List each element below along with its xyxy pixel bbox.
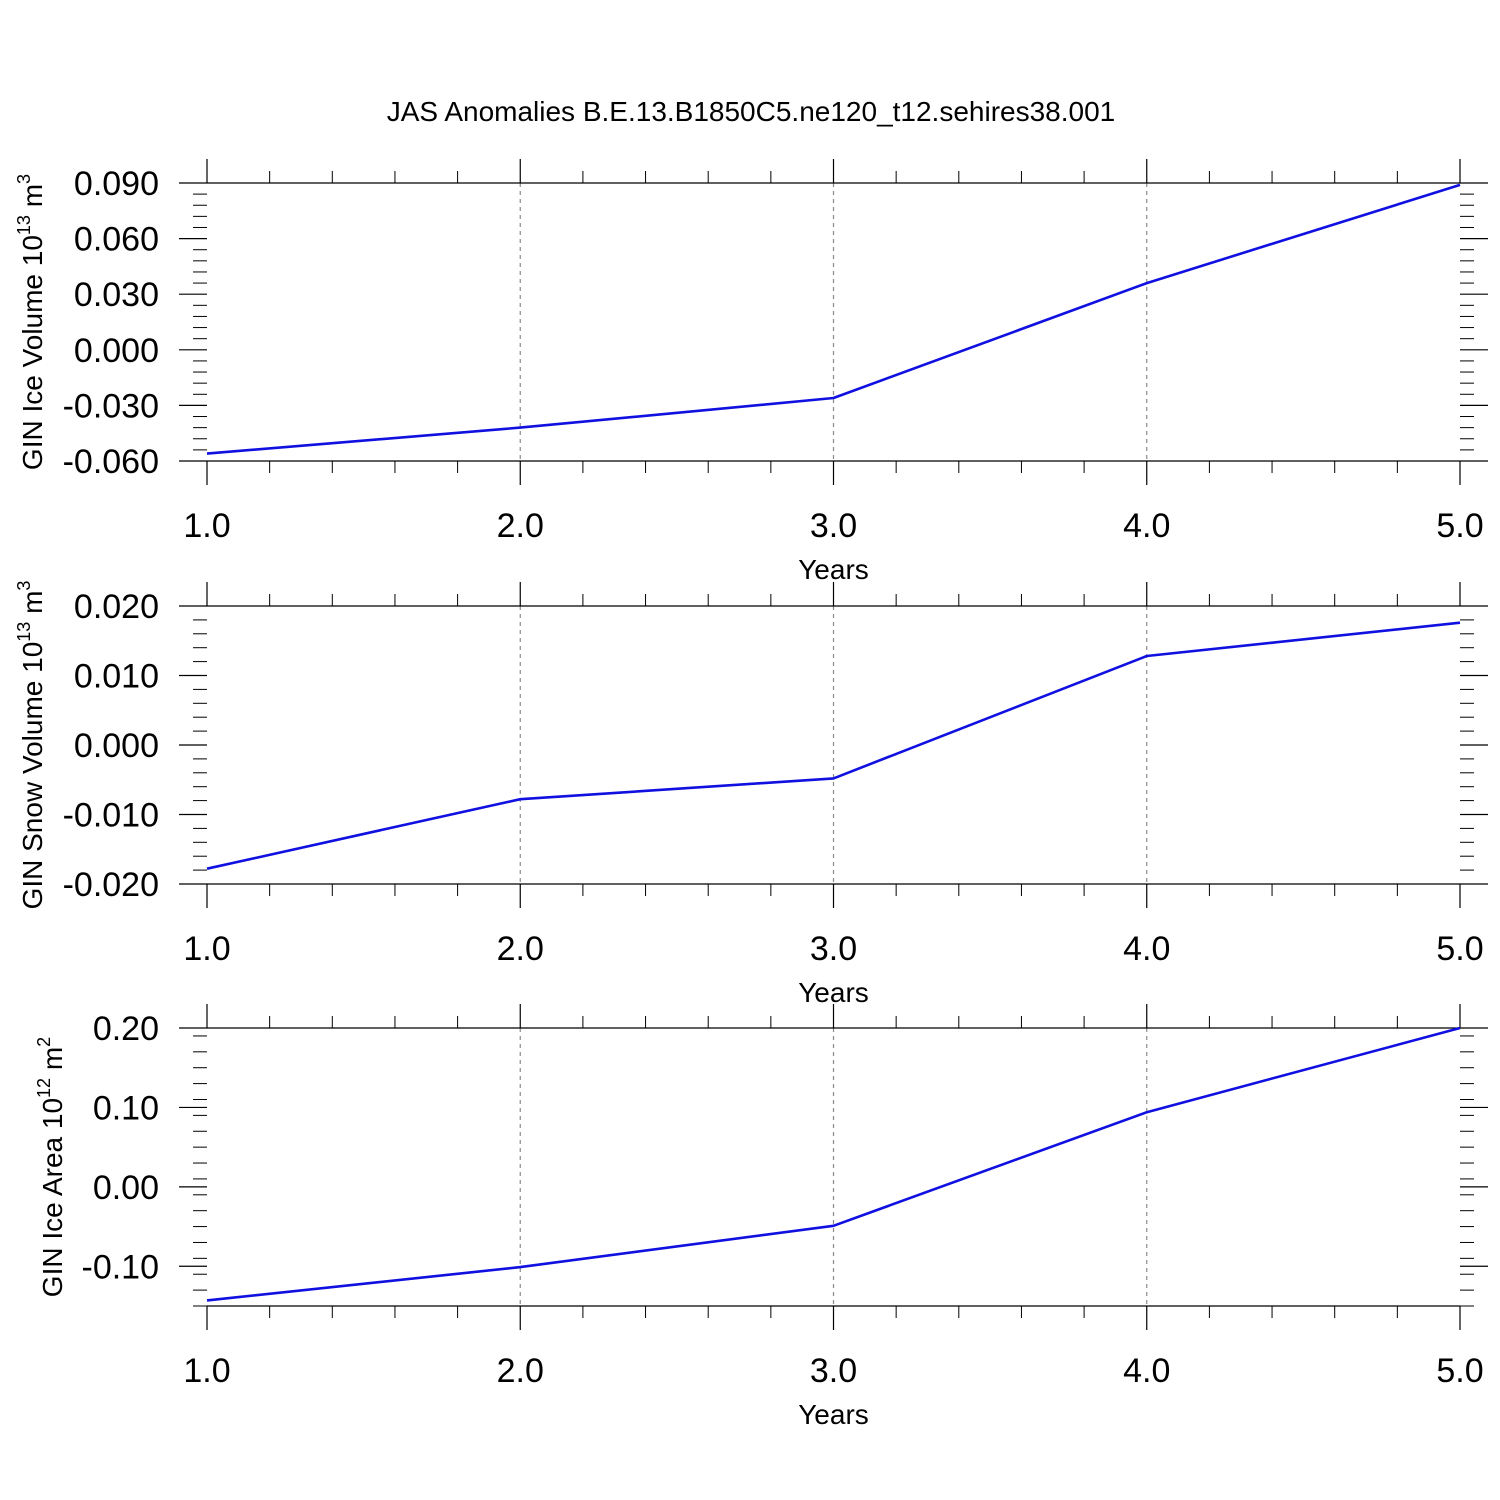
y-tick-label-3: 0.000	[74, 727, 159, 765]
y-tick-label-4: 0.030	[74, 276, 159, 314]
x-tick-label-2: 2.0	[497, 930, 544, 968]
y-tick-label-2: 0.00	[93, 1169, 159, 1207]
x-tick-label-3: 3.0	[810, 1352, 857, 1390]
x-tick-label-2: 2.0	[497, 507, 544, 545]
y-tick-label-2: -0.010	[63, 797, 159, 835]
y-tick-label-3: 0.10	[93, 1089, 159, 1127]
figure-title: JAS Anomalies B.E.13.B1850C5.ne120_t12.s…	[387, 96, 1116, 127]
chart-panel-3: 1.0 2.0 3.0 4.0 5.0 -0.10 0.00 0.10 0.20 Years GIN…	[34, 1004, 1488, 1430]
x-tick-label-5: 5.0	[1436, 1352, 1483, 1390]
x-tick-label-5: 5.0	[1436, 507, 1483, 545]
y-tick-label-1: -0.10	[82, 1248, 160, 1286]
series-line-1	[206, 1026, 1461, 1302]
x-tick-label-5: 5.0	[1436, 930, 1483, 968]
y-tick-label-2: -0.030	[63, 387, 159, 425]
x-tick-label-4: 4.0	[1123, 1352, 1170, 1390]
y-tick-label-5: 0.020	[74, 588, 159, 626]
y-tick-label-1: -0.060	[63, 443, 159, 481]
y-tick-label-4: 0.20	[93, 1010, 159, 1048]
y-tick-label-1: -0.020	[63, 866, 159, 904]
y-tick-label-5: 0.060	[74, 221, 159, 259]
chart-panel-1: 1.0 2.0 3.0 4.0 5.0 -0.060 -0.030 0.000 0.030 0.0…	[14, 159, 1488, 585]
y-tick-label-4: 0.010	[74, 658, 159, 696]
x-tick-label-4: 4.0	[1123, 507, 1170, 545]
y-tick-label-6: 0.090	[74, 165, 159, 203]
x-tick-label-2: 2.0	[497, 1352, 544, 1390]
y-axis-label: GIN Snow Volume 1013 m3	[14, 581, 48, 910]
y-axis-label: GIN Ice Volume 1013 m3	[14, 174, 48, 470]
chart-panel-2: 1.0 2.0 3.0 4.0 5.0 -0.020 -0.010 0.000 0.010 0.0…	[14, 581, 1488, 1008]
series-line-1	[206, 621, 1461, 870]
x-axis-label: Years	[798, 977, 869, 1008]
x-tick-label-1: 1.0	[183, 507, 230, 545]
x-axis-label: Years	[798, 554, 869, 585]
series-line-1	[206, 183, 1461, 455]
x-axis-label: Years	[798, 1399, 869, 1430]
y-axis-label: GIN Ice Area 1012 m2	[34, 1037, 68, 1297]
x-tick-label-4: 4.0	[1123, 930, 1170, 968]
x-tick-label-3: 3.0	[810, 507, 857, 545]
x-tick-label-1: 1.0	[183, 1352, 230, 1390]
y-tick-label-3: 0.000	[74, 332, 159, 370]
x-tick-label-3: 3.0	[810, 930, 857, 968]
x-tick-label-1: 1.0	[183, 930, 230, 968]
